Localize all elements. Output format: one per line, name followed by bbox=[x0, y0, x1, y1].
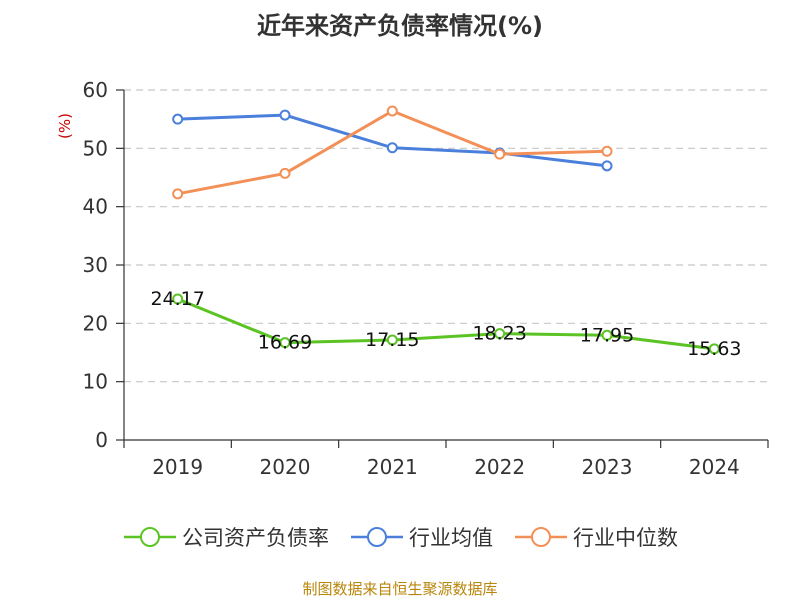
data-point-series2-2022[interactable] bbox=[494, 148, 506, 160]
data-label-2023: 17.95 bbox=[580, 324, 634, 346]
legend-line-icon-industry-average bbox=[351, 527, 403, 547]
legend-label-industry-average: 行业均值 bbox=[409, 526, 493, 550]
data-point-series2-2020[interactable] bbox=[279, 167, 291, 179]
series-line-0 bbox=[177, 297, 715, 351]
data-point-series1-2019[interactable] bbox=[172, 113, 184, 125]
legend: 公司资产负债率 行业均值 行业中位数 bbox=[0, 520, 800, 554]
data-point-series1-2020[interactable] bbox=[279, 109, 291, 121]
legend-item-industry-average[interactable]: 行业均值 bbox=[349, 522, 493, 552]
data-label-2024: 15.63 bbox=[687, 338, 741, 360]
data-point-series2-2023[interactable] bbox=[601, 145, 613, 157]
data-point-series2-2019[interactable] bbox=[172, 188, 184, 200]
y-tick-label-40: 40 bbox=[83, 195, 108, 219]
data-point-series1-2023[interactable] bbox=[601, 160, 613, 172]
data-point-series2-2021[interactable] bbox=[386, 105, 398, 117]
series-line-1 bbox=[177, 113, 608, 168]
legend-line-icon-industry-median bbox=[515, 527, 567, 547]
legend-line-icon-company bbox=[124, 527, 176, 547]
y-tick-label-60: 60 bbox=[83, 78, 108, 102]
x-tick-label-2021: 2021 bbox=[367, 455, 418, 479]
data-point-series0-2019[interactable] bbox=[172, 293, 184, 305]
legend-label-company: 公司资产负债率 bbox=[182, 526, 329, 550]
x-tick-label-2023: 2023 bbox=[582, 455, 633, 479]
x-tick-label-2022: 2022 bbox=[474, 455, 525, 479]
y-tick-label-0: 0 bbox=[95, 428, 108, 452]
y-tick-label-20: 20 bbox=[83, 311, 108, 335]
data-point-series0-2022[interactable] bbox=[494, 328, 506, 340]
legend-item-industry-median[interactable]: 行业中位数 bbox=[513, 522, 678, 552]
data-point-series1-2021[interactable] bbox=[386, 142, 398, 154]
data-point-series0-2023[interactable] bbox=[601, 329, 613, 341]
data-label-2019: 24.17 bbox=[150, 288, 204, 310]
data-point-series0-2020[interactable] bbox=[279, 337, 291, 349]
data-point-series0-2021[interactable] bbox=[386, 334, 398, 346]
data-point-series0-2024[interactable] bbox=[708, 343, 720, 355]
data-label-2021: 17.15 bbox=[365, 329, 419, 351]
legend-label-industry-median: 行业中位数 bbox=[573, 526, 678, 550]
source-note: 制图数据来自恒生聚源数据库 bbox=[302, 580, 498, 598]
chart-title: 近年来资产负债率情况(%) bbox=[257, 12, 543, 40]
y-tick-label-50: 50 bbox=[83, 136, 108, 160]
y-tick-label-30: 30 bbox=[83, 253, 108, 277]
data-label-2020: 16.69 bbox=[258, 332, 312, 354]
x-tick-label-2019: 2019 bbox=[152, 455, 203, 479]
x-tick-label-2020: 2020 bbox=[260, 455, 311, 479]
y-tick-label-10: 10 bbox=[83, 370, 108, 394]
data-label-2022: 18.23 bbox=[472, 323, 526, 345]
y-unit-label: (%) bbox=[56, 113, 74, 139]
legend-item-company[interactable]: 公司资产负债率 bbox=[122, 522, 329, 552]
x-tick-label-2024: 2024 bbox=[689, 455, 740, 479]
